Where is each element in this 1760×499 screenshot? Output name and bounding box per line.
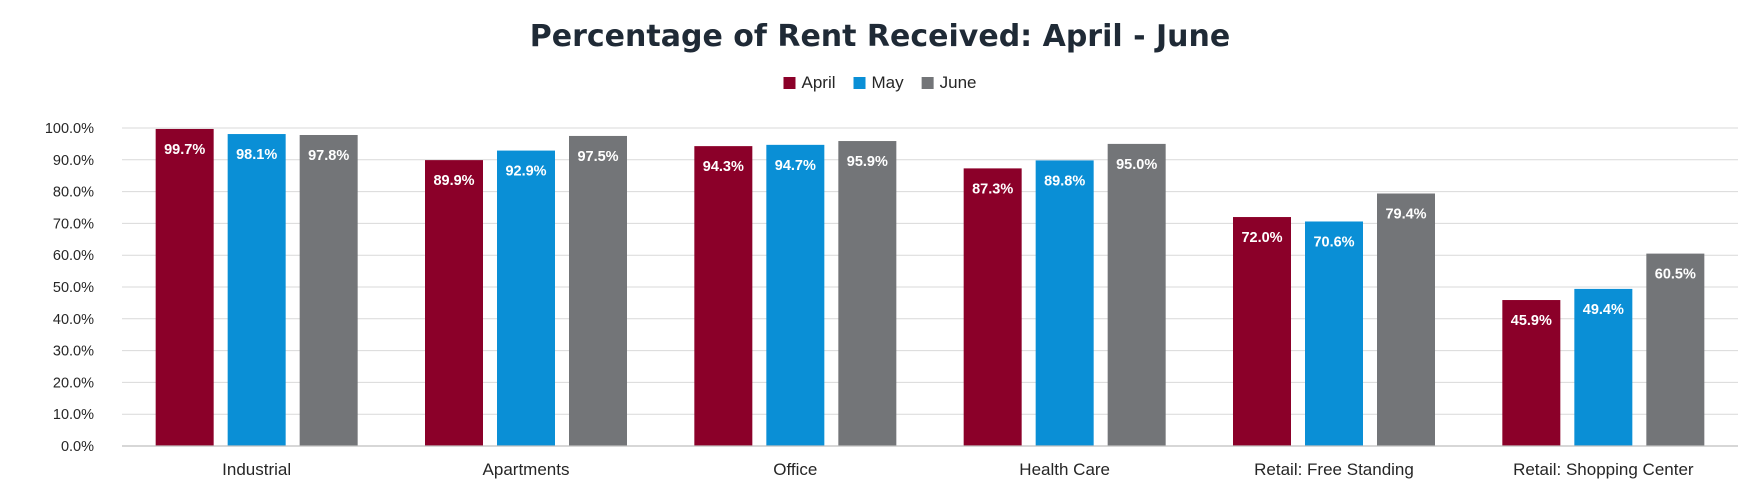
data-label: 97.5% [577,149,618,165]
x-tick-label: Apartments [483,460,570,479]
legend-swatch [921,77,934,89]
gridlines [122,127,1738,415]
bar-april-health-care [963,168,1022,447]
legend-item-june: June [921,73,977,92]
x-tick-label: Office [773,460,817,479]
data-label: 99.7% [164,142,205,158]
bar-june-retail-free-standing [1377,193,1435,446]
y-tick-label: 80.0% [53,185,94,201]
data-label: 45.9% [1511,313,1552,329]
y-tick-label: 10.0% [53,407,94,423]
data-label: 70.6% [1313,234,1354,250]
x-tick-label: Industrial [222,460,291,479]
data-label: 92.9% [505,164,546,180]
data-label: 49.4% [1583,302,1624,318]
y-tick-label: 100.0% [45,121,94,137]
x-tick-label: Retail: Free Standing [1254,460,1414,479]
legend-swatch [853,77,866,89]
legend-swatch [783,77,796,89]
data-label: 98.1% [236,147,277,163]
legend-label: June [940,73,977,92]
bar-april-retail-shopping-center [1502,300,1561,446]
y-tick-label: 40.0% [53,312,94,328]
legend-item-april: April [783,73,836,92]
bar-april-retail-free-standing [1233,217,1291,446]
data-label: 97.8% [308,148,349,164]
bar-june-apartments [569,135,627,446]
data-label: 94.3% [703,159,744,175]
bar-april-industrial [155,128,214,447]
y-tick-label: 60.0% [53,248,94,264]
bar-june-industrial [299,134,358,446]
y-tick-label: 50.0% [53,280,94,296]
bars [155,128,1705,447]
bar-june-retail-shopping-center [1646,253,1705,446]
y-tick-label: 30.0% [53,344,94,360]
y-tick-label: 70.0% [53,216,94,232]
data-label: 72.0% [1241,230,1282,246]
y-tick-label: 0.0% [61,439,94,455]
bar-may-office [766,144,825,446]
data-label: 95.0% [1116,157,1157,173]
data-label: 89.8% [1044,173,1085,189]
y-axis: 0.0% 10.0% 20.0% 30.0% 40.0% 50.0% 60.0% 70.0% 8… [45,121,94,455]
bar-april-office [694,146,753,446]
x-tick-label: Retail: Shopping Center [1513,460,1694,479]
bar-may-industrial [227,134,286,447]
data-label: 87.3% [972,181,1013,197]
data-labels: 99.7% 98.1% 97.8% 89.9% 92.9% 97.5% 94.3% 94.7%… [164,142,1696,329]
legend-label: May [872,73,905,92]
x-axis: Industrial Apartments Office Health Care Ret… [122,445,1738,479]
bar-may-apartments [497,150,555,446]
x-tick-label: Health Care [1019,460,1110,479]
bar-may-retail-shopping-center [1574,288,1633,446]
legend-item-may: May [853,73,905,92]
chart-title: Percentage of Rent Received: April - Jun… [530,19,1230,54]
legend-label: April [801,73,835,92]
data-label: 89.9% [433,173,474,189]
data-label: 79.4% [1385,207,1426,223]
bar-june-health-care [1107,143,1166,446]
legend: April May June [783,73,977,92]
data-label: 95.9% [847,154,888,170]
bar-may-retail-free-standing [1305,221,1363,446]
bar-june-office [838,141,897,446]
y-tick-label: 90.0% [53,153,94,169]
y-tick-label: 20.0% [53,375,94,391]
data-label: 60.5% [1655,267,1696,283]
bar-april-apartments [425,160,483,447]
data-label: 94.7% [775,158,816,174]
bar-may-health-care [1035,160,1094,446]
